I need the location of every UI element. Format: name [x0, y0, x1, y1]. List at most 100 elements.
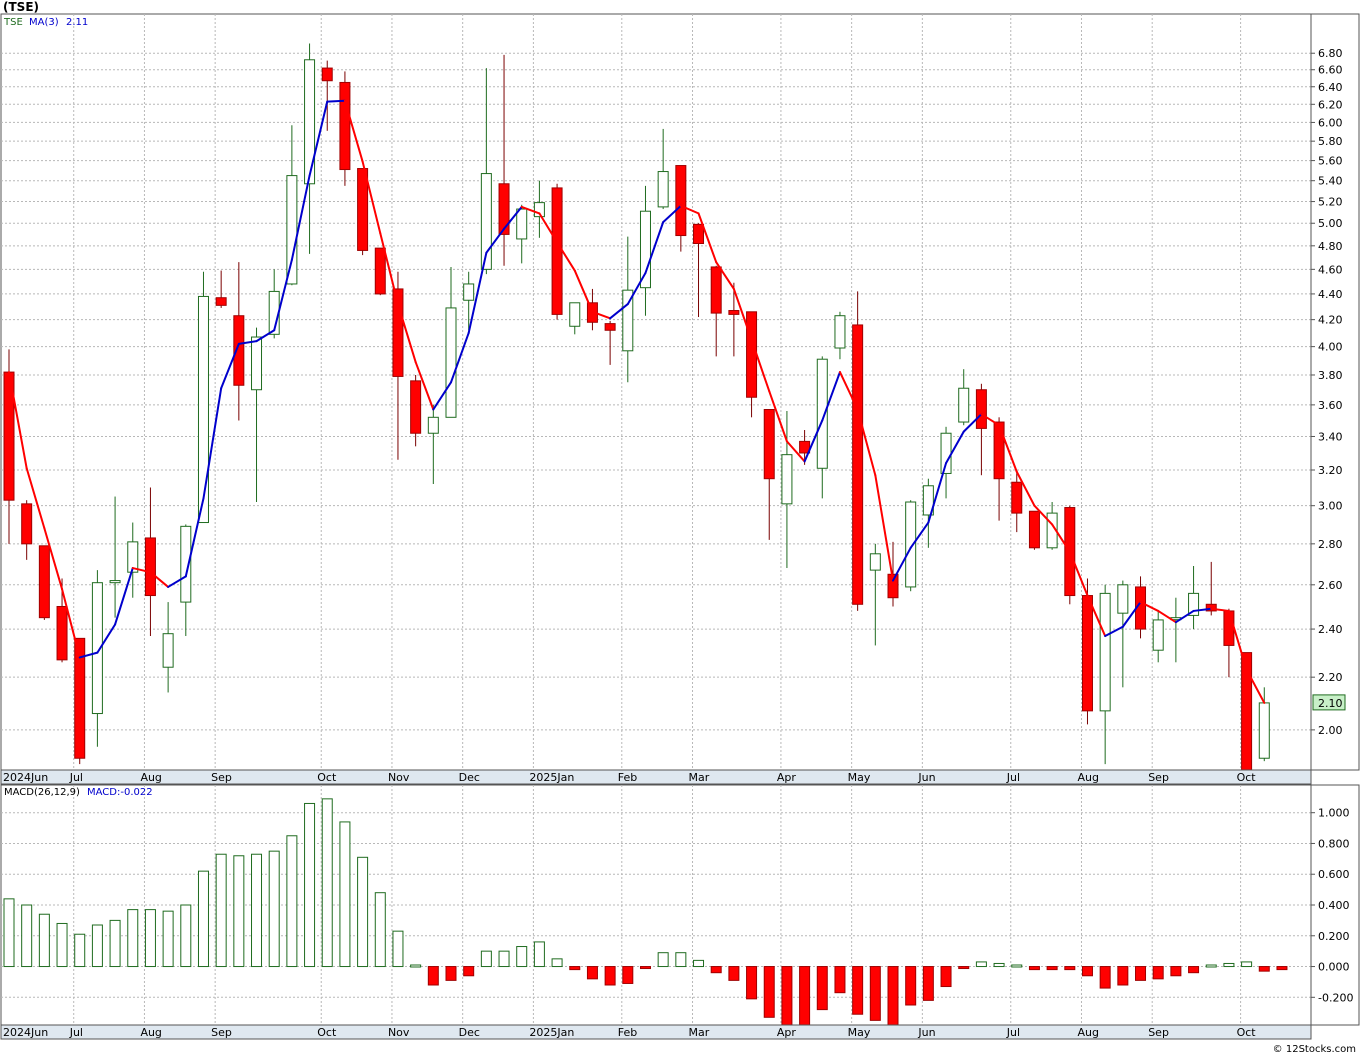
price-legend-symbol: TSE: [3, 17, 23, 28]
macd-bar-negative: [1099, 966, 1111, 989]
macd-axis: [1310, 784, 1360, 1026]
candle-down: [1011, 481, 1023, 514]
macd-bar-negative: [958, 966, 970, 970]
ma-segment: [202, 387, 223, 500]
macd-bar-positive: [657, 952, 669, 968]
macd-month-label: Sep: [211, 1026, 232, 1039]
ma-segment: [255, 329, 276, 343]
macd-bar-negative: [427, 966, 439, 986]
macd-bar-positive: [56, 922, 68, 968]
macd-bar-positive: [215, 853, 227, 968]
macd-month-label: May: [848, 1026, 871, 1039]
candle-up: [286, 175, 298, 285]
macd-tick-label: 0.800: [1318, 837, 1350, 850]
price-month-label: 2025Jan: [529, 771, 574, 784]
ma-segment: [450, 331, 470, 384]
macd-bar-negative: [1152, 966, 1164, 980]
ma-segment: [8, 371, 28, 470]
ma-segment: [220, 342, 240, 390]
price-tick-label: 4.20: [1318, 314, 1343, 327]
candle-up: [1258, 702, 1270, 759]
price-panel: [0, 13, 1312, 771]
ma-segment: [962, 413, 983, 433]
macd-bar-negative: [1028, 966, 1040, 971]
macd-bar-positive: [1205, 964, 1217, 968]
macd-bar-positive: [180, 904, 192, 968]
candle-up: [622, 289, 634, 352]
candle-up: [816, 358, 828, 469]
macd-bar-negative: [1064, 966, 1076, 971]
ma-segment: [945, 430, 965, 465]
macd-bar-positive: [144, 909, 156, 968]
macd-bar-negative: [799, 966, 811, 1026]
macd-tick-label: 0.200: [1318, 930, 1350, 943]
macd-bar-positive: [251, 853, 263, 968]
macd-bar-positive: [975, 961, 987, 968]
ma-segment: [980, 413, 1001, 427]
macd-month-label: Jul: [69, 1026, 83, 1039]
candle-up: [639, 210, 651, 289]
candle-down: [144, 537, 156, 597]
candle-up: [91, 582, 103, 715]
macd-bar-positive: [233, 855, 245, 968]
macd-bar-negative: [1188, 966, 1200, 974]
ma-segment: [1121, 601, 1142, 628]
macd-bar-positive: [286, 835, 298, 968]
ma-segment: [1068, 550, 1089, 597]
macd-month-label: Dec: [459, 1026, 480, 1039]
ma-segment: [149, 571, 170, 588]
candle-down: [799, 440, 811, 454]
ma-segment: [78, 651, 99, 659]
candle-up: [533, 202, 545, 218]
ma-segment: [520, 205, 541, 215]
candle-up: [834, 315, 846, 349]
candle-up: [569, 302, 581, 327]
candle-down: [604, 323, 616, 331]
macd-bar-negative: [1258, 966, 1270, 972]
ma-segment: [662, 204, 682, 224]
price-month-label: Jul: [1006, 771, 1020, 784]
macd-bar-positive: [675, 952, 687, 968]
macd-bar-positive: [109, 919, 121, 968]
price-month-label: Oct: [1237, 771, 1257, 784]
macd-month-label: 2024Jun: [3, 1026, 48, 1039]
candle-up: [162, 633, 174, 668]
ma-segment: [838, 371, 859, 411]
price-tick-label: 4.40: [1318, 288, 1343, 301]
candle-up: [1152, 619, 1164, 651]
price-tick-label: 2.60: [1318, 579, 1343, 592]
macd-bar-negative: [763, 966, 775, 1018]
candle-down: [852, 324, 864, 605]
candle-up: [180, 525, 192, 603]
macd-bar-negative: [1170, 966, 1182, 977]
price-grid: [1, 14, 1311, 770]
macd-bar-negative: [781, 966, 793, 1026]
price-tick-label: 5.60: [1318, 155, 1343, 168]
candle-up: [1188, 592, 1200, 616]
price-tick-label: 3.80: [1318, 369, 1343, 382]
candle-up: [657, 171, 669, 208]
ma-segment: [96, 623, 117, 654]
price-tick-label: 5.00: [1318, 217, 1343, 230]
candle-down: [993, 421, 1005, 480]
macd-bar-positive: [516, 946, 528, 968]
ma-segment: [573, 269, 594, 313]
macd-month-label: Apr: [777, 1026, 797, 1039]
macd-bar-positive: [91, 924, 103, 968]
ma-segment: [1015, 470, 1036, 507]
macd-legend-value: MACD:-0.022: [87, 787, 153, 798]
price-tick-labels: 2.00 2.20 2.40 2.60 2.80 3.00 3.20 3.40 3.60 3.80…: [1311, 47, 1343, 737]
price-candles: [3, 43, 1270, 771]
ma-segment: [892, 546, 912, 582]
macd-bar-negative: [445, 966, 457, 981]
price-month-labels: 2024Jun Jul Aug Sep Oct Nov Dec 2025Jan Feb Mar Ap…: [3, 771, 1256, 784]
price-tick-label: 6.40: [1318, 81, 1343, 94]
candle-down: [74, 637, 86, 759]
macd-bar-positive: [339, 821, 351, 968]
macd-bar-positive: [1011, 964, 1023, 968]
macd-tick-label: 0.600: [1318, 868, 1350, 881]
macd-bar-negative: [1046, 966, 1058, 971]
ma-segment: [927, 462, 948, 524]
ma-segment: [626, 271, 647, 306]
